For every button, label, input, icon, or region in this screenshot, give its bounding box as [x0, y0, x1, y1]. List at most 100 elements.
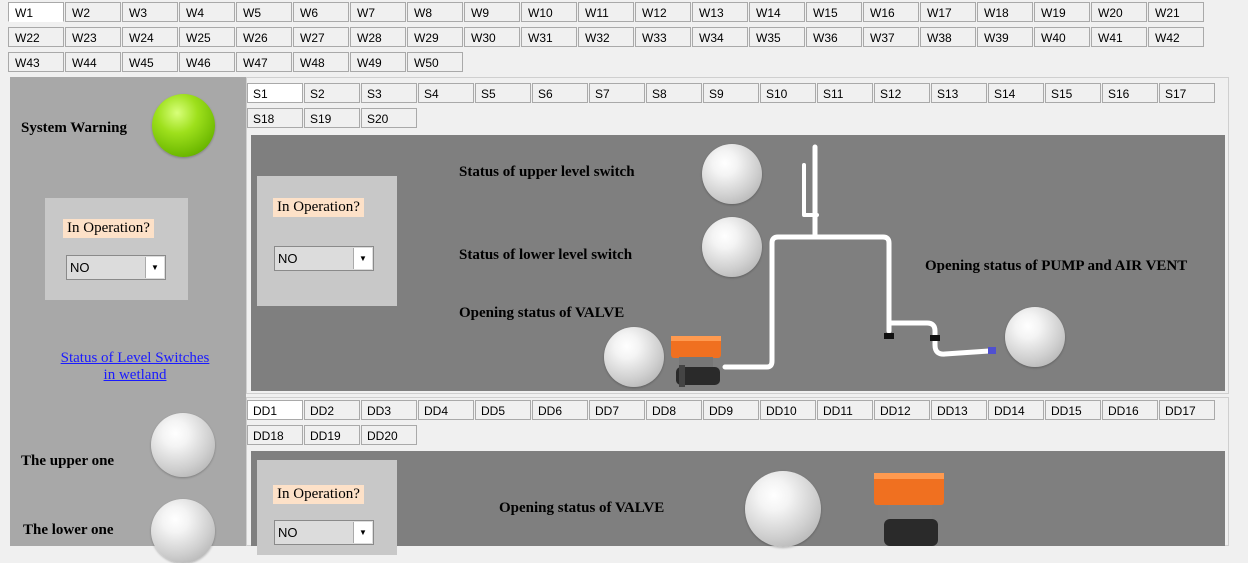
tab-s17[interactable]: S17 — [1159, 83, 1215, 103]
upper-level-switch-label: Status of upper level switch — [459, 164, 635, 180]
tab-s1[interactable]: S1 — [247, 83, 303, 103]
tab-w3[interactable]: W3 — [122, 2, 178, 22]
tab-s16[interactable]: S16 — [1102, 83, 1158, 103]
tab-w11[interactable]: W11 — [578, 2, 634, 22]
left-operation-select[interactable]: NO ▼ — [66, 255, 166, 280]
tab-w48[interactable]: W48 — [293, 52, 349, 72]
tab-dd2[interactable]: DD2 — [304, 400, 360, 420]
tab-s7[interactable]: S7 — [589, 83, 645, 103]
tab-w28[interactable]: W28 — [350, 27, 406, 47]
system-warning-indicator — [152, 94, 215, 157]
tab-w14[interactable]: W14 — [749, 2, 805, 22]
tab-s9[interactable]: S9 — [703, 83, 759, 103]
tab-dd3[interactable]: DD3 — [361, 400, 417, 420]
tab-w40[interactable]: W40 — [1034, 27, 1090, 47]
tab-w45[interactable]: W45 — [122, 52, 178, 72]
tab-w4[interactable]: W4 — [179, 2, 235, 22]
tab-w42[interactable]: W42 — [1148, 27, 1204, 47]
tab-dd1[interactable]: DD1 — [247, 400, 303, 420]
tab-w50[interactable]: W50 — [407, 52, 463, 72]
tab-dd9[interactable]: DD9 — [703, 400, 759, 420]
tab-w47[interactable]: W47 — [236, 52, 292, 72]
tab-dd13[interactable]: DD13 — [931, 400, 987, 420]
tab-w1[interactable]: W1 — [8, 2, 64, 22]
tab-w32[interactable]: W32 — [578, 27, 634, 47]
tab-s4[interactable]: S4 — [418, 83, 474, 103]
tab-dd11[interactable]: DD11 — [817, 400, 873, 420]
tab-s19[interactable]: S19 — [304, 108, 360, 128]
tab-w27[interactable]: W27 — [293, 27, 349, 47]
tab-w38[interactable]: W38 — [920, 27, 976, 47]
tab-w26[interactable]: W26 — [236, 27, 292, 47]
tab-w15[interactable]: W15 — [806, 2, 862, 22]
tab-s14[interactable]: S14 — [988, 83, 1044, 103]
tab-w21[interactable]: W21 — [1148, 2, 1204, 22]
dd-operation-select[interactable]: NO ▼ — [274, 520, 374, 545]
tab-w46[interactable]: W46 — [179, 52, 235, 72]
tab-dd20[interactable]: DD20 — [361, 425, 417, 445]
tab-dd17[interactable]: DD17 — [1159, 400, 1215, 420]
tab-w2[interactable]: W2 — [65, 2, 121, 22]
tab-dd12[interactable]: DD12 — [874, 400, 930, 420]
tab-w24[interactable]: W24 — [122, 27, 178, 47]
chevron-down-icon: ▼ — [145, 257, 164, 278]
tab-w34[interactable]: W34 — [692, 27, 748, 47]
tab-s13[interactable]: S13 — [931, 83, 987, 103]
tab-s20[interactable]: S20 — [361, 108, 417, 128]
tab-dd7[interactable]: DD7 — [589, 400, 645, 420]
tab-dd5[interactable]: DD5 — [475, 400, 531, 420]
tab-s6[interactable]: S6 — [532, 83, 588, 103]
tab-w5[interactable]: W5 — [236, 2, 292, 22]
tab-dd16[interactable]: DD16 — [1102, 400, 1158, 420]
tab-dd19[interactable]: DD19 — [304, 425, 360, 445]
tab-w36[interactable]: W36 — [806, 27, 862, 47]
tab-s18[interactable]: S18 — [247, 108, 303, 128]
tab-w19[interactable]: W19 — [1034, 2, 1090, 22]
tab-w33[interactable]: W33 — [635, 27, 691, 47]
tab-w8[interactable]: W8 — [407, 2, 463, 22]
tab-w25[interactable]: W25 — [179, 27, 235, 47]
tab-w30[interactable]: W30 — [464, 27, 520, 47]
tab-w39[interactable]: W39 — [977, 27, 1033, 47]
tab-dd18[interactable]: DD18 — [247, 425, 303, 445]
tab-w18[interactable]: W18 — [977, 2, 1033, 22]
tab-s12[interactable]: S12 — [874, 83, 930, 103]
tab-s10[interactable]: S10 — [760, 83, 816, 103]
tab-s5[interactable]: S5 — [475, 83, 531, 103]
tab-w49[interactable]: W49 — [350, 52, 406, 72]
lower-switch-indicator — [151, 499, 215, 563]
tab-dd8[interactable]: DD8 — [646, 400, 702, 420]
tab-w6[interactable]: W6 — [293, 2, 349, 22]
tab-w22[interactable]: W22 — [8, 27, 64, 47]
tab-dd15[interactable]: DD15 — [1045, 400, 1101, 420]
tab-w10[interactable]: W10 — [521, 2, 577, 22]
tab-dd6[interactable]: DD6 — [532, 400, 588, 420]
level-switches-link[interactable]: Status of Level Switches in wetland — [30, 350, 240, 384]
tab-dd10[interactable]: DD10 — [760, 400, 816, 420]
tab-w35[interactable]: W35 — [749, 27, 805, 47]
tab-s15[interactable]: S15 — [1045, 83, 1101, 103]
system-warning-label: System Warning — [21, 120, 127, 136]
tab-s3[interactable]: S3 — [361, 83, 417, 103]
tab-dd14[interactable]: DD14 — [988, 400, 1044, 420]
tab-w44[interactable]: W44 — [65, 52, 121, 72]
tab-w17[interactable]: W17 — [920, 2, 976, 22]
tab-w20[interactable]: W20 — [1091, 2, 1147, 22]
tab-s11[interactable]: S11 — [817, 83, 873, 103]
tab-w37[interactable]: W37 — [863, 27, 919, 47]
upper-switch-indicator — [151, 413, 215, 477]
tab-w43[interactable]: W43 — [8, 52, 64, 72]
tab-w9[interactable]: W9 — [464, 2, 520, 22]
tab-w41[interactable]: W41 — [1091, 27, 1147, 47]
tab-w13[interactable]: W13 — [692, 2, 748, 22]
tab-w16[interactable]: W16 — [863, 2, 919, 22]
station-operation-select[interactable]: NO ▼ — [274, 246, 374, 271]
tab-w12[interactable]: W12 — [635, 2, 691, 22]
tab-s8[interactable]: S8 — [646, 83, 702, 103]
tab-s2[interactable]: S2 — [304, 83, 360, 103]
tab-dd4[interactable]: DD4 — [418, 400, 474, 420]
tab-w7[interactable]: W7 — [350, 2, 406, 22]
tab-w23[interactable]: W23 — [65, 27, 121, 47]
tab-w29[interactable]: W29 — [407, 27, 463, 47]
tab-w31[interactable]: W31 — [521, 27, 577, 47]
